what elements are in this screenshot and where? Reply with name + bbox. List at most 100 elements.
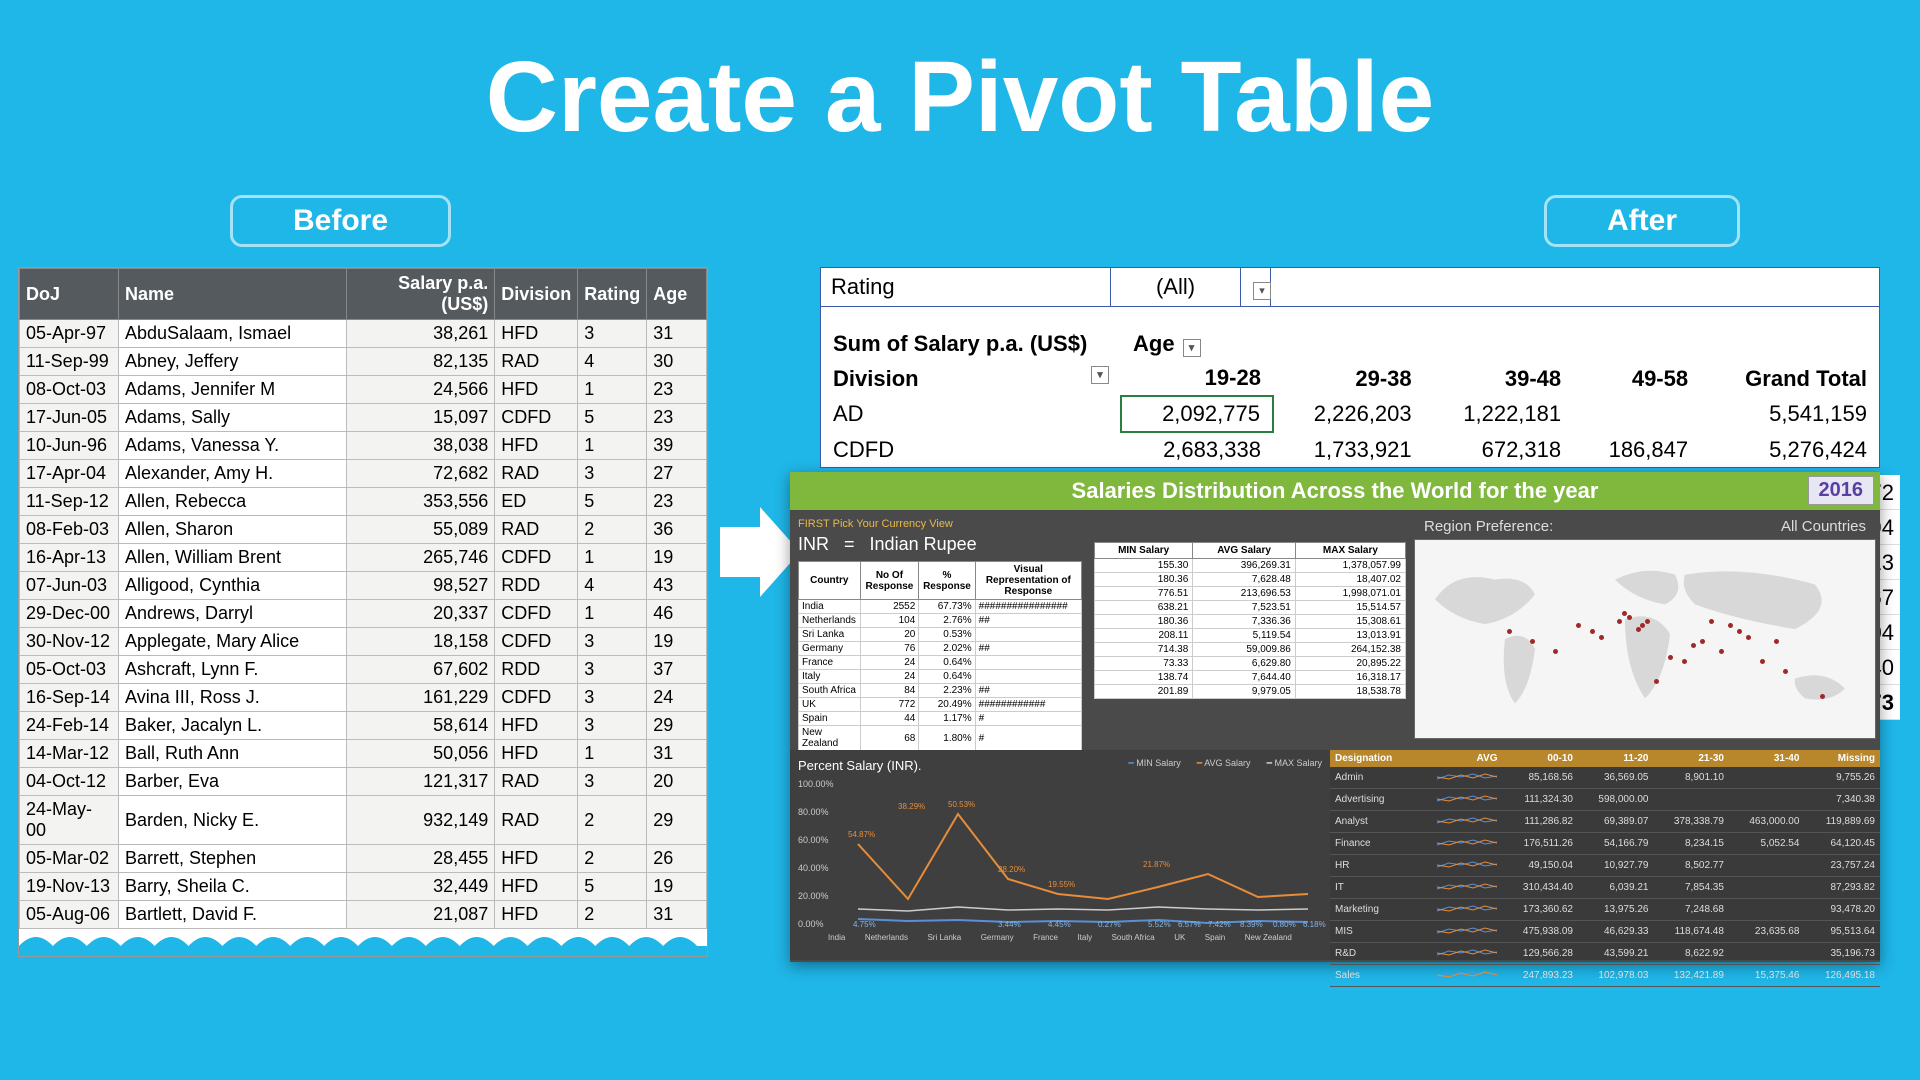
- region-pref-value[interactable]: All Countries: [1781, 518, 1866, 535]
- dashboard-title-bar: Salaries Distribution Across the World f…: [790, 472, 1880, 510]
- list-item: Sri Lanka200.53%: [799, 628, 1082, 642]
- svg-text:3.44%: 3.44%: [998, 920, 1021, 929]
- age-bucket-1: 29-38: [1273, 361, 1424, 396]
- svg-text:54.87%: 54.87%: [848, 830, 875, 839]
- svg-text:8.39%: 8.39%: [1240, 920, 1263, 929]
- age-bucket-0: 19-28: [1121, 361, 1273, 396]
- pivot-col-field: Age: [1133, 331, 1175, 356]
- before-col-header: Division: [495, 269, 578, 320]
- table-row: 05-Aug-06Bartlett, David F.21,087HFD231: [20, 901, 707, 929]
- table-row: 08-Feb-03Allen, Sharon55,089RAD236: [20, 516, 707, 544]
- pivot-filter-dropdown[interactable]: ▾: [1241, 268, 1271, 306]
- age-bucket-2: 39-48: [1424, 361, 1573, 396]
- page-title: Create a Pivot Table: [0, 0, 1920, 155]
- dashboard-title: Salaries Distribution Across the World f…: [1072, 478, 1599, 503]
- map-marker: [1599, 635, 1604, 640]
- before-col-header: Age: [647, 269, 707, 320]
- pivot-table: Sum of Salary p.a. (US$) Age▾ Division▾ …: [821, 327, 1879, 467]
- table-row: R&D129,566.2843,599.218,622.9235,196.73: [1330, 943, 1880, 965]
- map-marker: [1553, 649, 1558, 654]
- svg-text:21.87%: 21.87%: [1143, 860, 1170, 869]
- map-marker: [1682, 659, 1687, 664]
- table-row: 04-Oct-12Barber, Eva121,317RAD320: [20, 768, 707, 796]
- table-row: Admin85,168.5636,569.058,901.109,755.26: [1330, 767, 1880, 789]
- svg-text:19.55%: 19.55%: [1048, 880, 1075, 889]
- svg-text:38.29%: 38.29%: [898, 802, 925, 811]
- chevron-down-icon: ▾: [1253, 282, 1271, 300]
- map-marker: [1728, 623, 1733, 628]
- svg-text:6.18%: 6.18%: [1303, 920, 1326, 929]
- table-row: Analyst111,286.8269,389.07378,338.79463,…: [1330, 811, 1880, 833]
- svg-text:0.27%: 0.27%: [1098, 920, 1121, 929]
- table-row: 24-Feb-14Baker, Jacalyn L.58,614HFD329: [20, 712, 707, 740]
- list-item: India255267.73%################: [799, 600, 1082, 614]
- list-item: Germany762.02%##: [799, 642, 1082, 656]
- before-table-panel: DoJNameSalary p.a. (US$)DivisionRatingAg…: [18, 267, 708, 957]
- map-marker: [1530, 639, 1535, 644]
- map-marker: [1719, 649, 1724, 654]
- map-marker: [1774, 639, 1779, 644]
- table-row: 07-Jun-03Alligood, Cynthia98,527RDD443: [20, 572, 707, 600]
- table-row: 19-Nov-13Barry, Sheila C.32,449HFD519: [20, 873, 707, 901]
- percent-salary-chart: Percent Salary (INR). ━ MIN Salary━ AVG …: [790, 750, 1330, 960]
- table-row: 24-May-00Barden, Nicky E.932,149RAD229: [20, 796, 707, 845]
- arrow-icon: [720, 507, 800, 613]
- pivot-result-panel: Rating (All) ▾ Sum of Salary p.a. (US$) …: [820, 267, 1880, 468]
- table-row: 29-Dec-00Andrews, Darryl20,337CDFD146: [20, 600, 707, 628]
- table-row: 16-Sep-14Avina III, Ross J.161,229CDFD32…: [20, 684, 707, 712]
- chart-legend: ━ MIN Salary━ AVG Salary━ MAX Salary: [1112, 758, 1322, 769]
- svg-text:4.45%: 4.45%: [1048, 920, 1071, 929]
- before-badge: Before: [230, 195, 451, 247]
- dashboard-map-col: Region Preference: All Countries: [1410, 510, 1880, 750]
- designation-panel: DesignationAVG00-1011-2021-3031-40Missin…: [1330, 750, 1880, 960]
- table-row: 05-Oct-03Ashcraft, Lynn F.67,602RDD337: [20, 656, 707, 684]
- table-row: Sales247,893.23102,978.03132,421.8915,37…: [1330, 965, 1880, 987]
- table-row: Finance176,511.2654,166.798,234.155,052.…: [1330, 833, 1880, 855]
- table-row: 17-Apr-04Alexander, Amy H.72,682RAD327: [20, 460, 707, 488]
- map-marker: [1636, 627, 1641, 632]
- before-col-header: Name: [119, 269, 347, 320]
- svg-text:4.75%: 4.75%: [853, 920, 876, 929]
- dashboard-mid-col: MIN SalaryAVG SalaryMAX Salary 155.30396…: [1090, 510, 1410, 750]
- list-item: Italy240.64%: [799, 670, 1082, 684]
- list-item: France240.64%: [799, 656, 1082, 670]
- dashboard-left-col: FIRST Pick Your Currency View INR = Indi…: [790, 510, 1090, 750]
- map-marker: [1590, 629, 1595, 634]
- before-col-header: Rating: [578, 269, 647, 320]
- pivot-filter-label: Rating: [821, 268, 1111, 306]
- region-pref-label: Region Preference:: [1424, 518, 1553, 535]
- dashboard-year-badge[interactable]: 2016: [1808, 476, 1875, 505]
- table-row: 08-Oct-03Adams, Jennifer M24,566HFD123: [20, 376, 707, 404]
- table-row: MIS475,938.0946,629.33118,674.4823,635.6…: [1330, 921, 1880, 943]
- table-row: 11-Sep-99Abney, Jeffery82,135RAD430: [20, 348, 707, 376]
- chart-title: Percent Salary (INR).: [798, 758, 922, 773]
- svg-text:5.52%: 5.52%: [1148, 920, 1171, 929]
- world-map[interactable]: [1414, 539, 1876, 739]
- table-row: Marketing173,360.6213,975.267,248.6893,4…: [1330, 899, 1880, 921]
- line-chart-body: 54.87%38.29%50.53%28.20%19.55%21.87%4.75…: [798, 779, 1322, 929]
- pivot-division-dropdown[interactable]: ▾: [1091, 366, 1109, 384]
- list-item: Netherlands1042.76%##: [799, 614, 1082, 628]
- designation-table: DesignationAVG00-1011-2021-3031-40Missin…: [1330, 750, 1880, 987]
- table-row: 10-Jun-96Adams, Vanessa Y.38,038HFD139: [20, 432, 707, 460]
- salary-stats-table: MIN SalaryAVG SalaryMAX Salary 155.30396…: [1094, 542, 1406, 699]
- svg-text:0.80%: 0.80%: [1273, 920, 1296, 929]
- pivot-age-dropdown[interactable]: ▾: [1183, 339, 1201, 357]
- after-badge: After: [1544, 195, 1740, 247]
- pivot-row: AD2,092,7752,226,2031,222,1815,541,159: [821, 396, 1879, 432]
- map-marker: [1760, 659, 1765, 664]
- pivot-row: CDFD2,683,3381,733,921672,318186,8475,27…: [821, 432, 1879, 467]
- chart-x-labels: IndiaNetherlandsSri LankaGermanyFranceIt…: [798, 933, 1322, 942]
- table-row: 30-Nov-12Applegate, Mary Alice18,158CDFD…: [20, 628, 707, 656]
- pivot-measure-label: Sum of Salary p.a. (US$): [833, 331, 1087, 356]
- badges-row: Before After: [0, 155, 1920, 267]
- svg-text:6.57%: 6.57%: [1178, 920, 1201, 929]
- table-row: 17-Jun-05Adams, Sally15,097CDFD523: [20, 404, 707, 432]
- currency-display: INR = Indian Rupee: [798, 534, 1082, 555]
- map-marker: [1691, 643, 1696, 648]
- dashboard-panel: Salaries Distribution Across the World f…: [790, 472, 1880, 962]
- map-marker: [1627, 615, 1632, 620]
- table-row: Advertising111,324.30598,000.007,340.38: [1330, 789, 1880, 811]
- grand-total-header: Grand Total: [1700, 361, 1879, 396]
- age-bucket-3: 49-58: [1573, 361, 1700, 396]
